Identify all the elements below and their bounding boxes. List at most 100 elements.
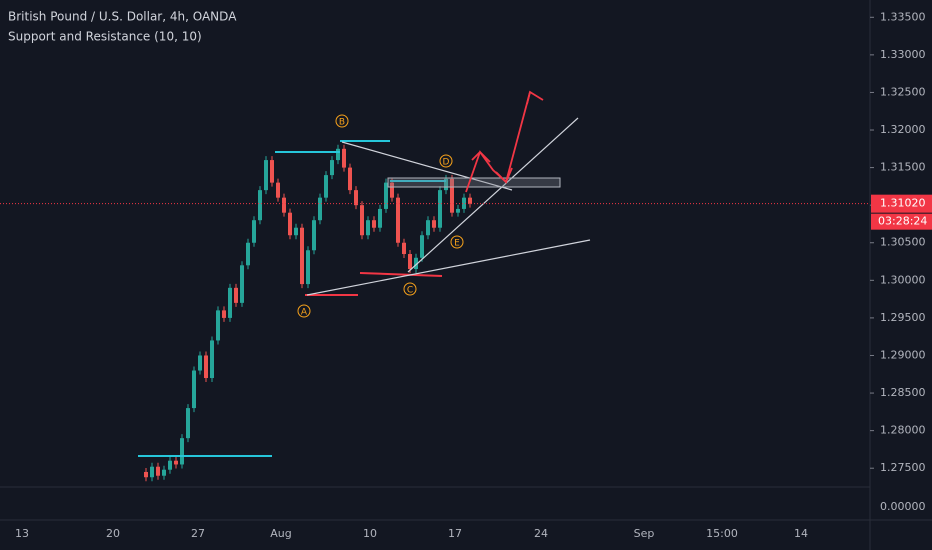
x-tick-label: Aug: [270, 527, 291, 540]
candle: [420, 235, 424, 258]
support-lines: [305, 272, 443, 296]
candle: [174, 460, 178, 465]
y-tick-label: 1.32500: [880, 85, 926, 98]
label-circle: [439, 154, 453, 168]
candle: [258, 190, 262, 221]
candle: [360, 205, 364, 236]
y-tick-label: 1.30000: [880, 273, 926, 286]
candle: [396, 197, 400, 243]
x-tick-label: 10: [363, 527, 377, 540]
candle: [270, 160, 274, 183]
zone: [387, 177, 561, 188]
pattern-label: E: [454, 239, 460, 249]
trend-line: [407, 117, 579, 273]
arrow-head: [526, 90, 544, 105]
arrow-head: [471, 150, 491, 163]
candle: [246, 242, 250, 266]
candle: [144, 471, 148, 478]
y-tick-label: 1.33500: [880, 10, 926, 23]
candle: [390, 182, 394, 198]
projection-arrows: [465, 90, 544, 193]
y-tick-label: 1.28000: [880, 424, 926, 437]
candle: [306, 250, 310, 285]
y-tick-label: 1.30500: [880, 236, 926, 249]
x-tick-label: Sep: [634, 527, 655, 540]
pattern-label: B: [339, 118, 345, 128]
candle: [162, 469, 166, 476]
symbol-title: British Pound / U.S. Dollar, 4h, OANDA: [8, 10, 237, 24]
indicator-title: Support and Resistance (10, 10): [8, 30, 202, 44]
price-badge: [871, 194, 932, 213]
y-tick-label: 1.31500: [880, 161, 926, 174]
arrow-head: [495, 167, 513, 184]
candle: [432, 220, 436, 228]
pattern-labels: A B C D E: [297, 114, 464, 318]
candle: [372, 220, 376, 228]
candle: [444, 178, 448, 191]
x-tick-label: 27: [191, 527, 205, 540]
candle: [450, 178, 454, 213]
candle: [216, 310, 220, 341]
candle: [318, 197, 322, 221]
candle: [192, 370, 196, 409]
candle: [384, 182, 388, 209]
x-tick-label: 14: [794, 527, 808, 540]
candle: [168, 460, 172, 470]
resistance-lines: [138, 140, 446, 457]
y-tick-label: 1.27500: [880, 461, 926, 474]
candle: [342, 148, 346, 168]
x-tick-label: 15:00: [706, 527, 738, 540]
trend-line: [341, 141, 513, 191]
candle: [288, 212, 292, 236]
y-tick-label: 1.33000: [880, 48, 926, 61]
lower-pane-label: 0.00000: [880, 500, 926, 513]
candle: [324, 175, 328, 198]
trend-lines: [306, 117, 591, 296]
candle: [462, 197, 466, 209]
candle: [264, 160, 268, 191]
candle: [282, 197, 286, 213]
candle: [408, 254, 412, 270]
candle: [180, 438, 184, 465]
candle: [300, 227, 304, 285]
pattern-label: C: [407, 286, 413, 296]
arrow-path: [465, 91, 531, 193]
candle: [186, 408, 190, 439]
candle: [330, 160, 334, 176]
candle: [150, 466, 154, 478]
y-tick-label: 1.29500: [880, 311, 926, 324]
label-circle: [403, 282, 417, 296]
candle: [234, 287, 238, 303]
candle: [456, 208, 460, 213]
candle: [468, 197, 472, 204]
y-tick-label: 1.29000: [880, 348, 926, 361]
candle: [276, 182, 280, 198]
pattern-label: A: [301, 308, 308, 318]
countdown: 03:28:24: [878, 215, 927, 228]
candle: [294, 227, 298, 236]
candle: [366, 220, 370, 236]
current-price: 1.31020: [880, 197, 926, 210]
candle: [210, 340, 214, 379]
label-circle: [335, 114, 349, 128]
y-tick-label: 1.32000: [880, 123, 926, 136]
pattern-label: D: [443, 158, 450, 168]
candle: [312, 220, 316, 251]
countdown-badge: [871, 213, 932, 230]
candle: [348, 167, 352, 191]
candle: [336, 148, 340, 161]
y-tick-label: 1.28500: [880, 386, 926, 399]
candle: [252, 220, 256, 243]
x-tick-label: 13: [15, 527, 29, 540]
x-tick-label: 17: [448, 527, 462, 540]
candle: [414, 257, 418, 270]
label-circle: [450, 235, 464, 249]
candle: [222, 310, 226, 318]
candle: [198, 355, 202, 371]
x-tick-label: 20: [106, 527, 120, 540]
candle: [438, 190, 442, 228]
candle: [426, 220, 430, 236]
